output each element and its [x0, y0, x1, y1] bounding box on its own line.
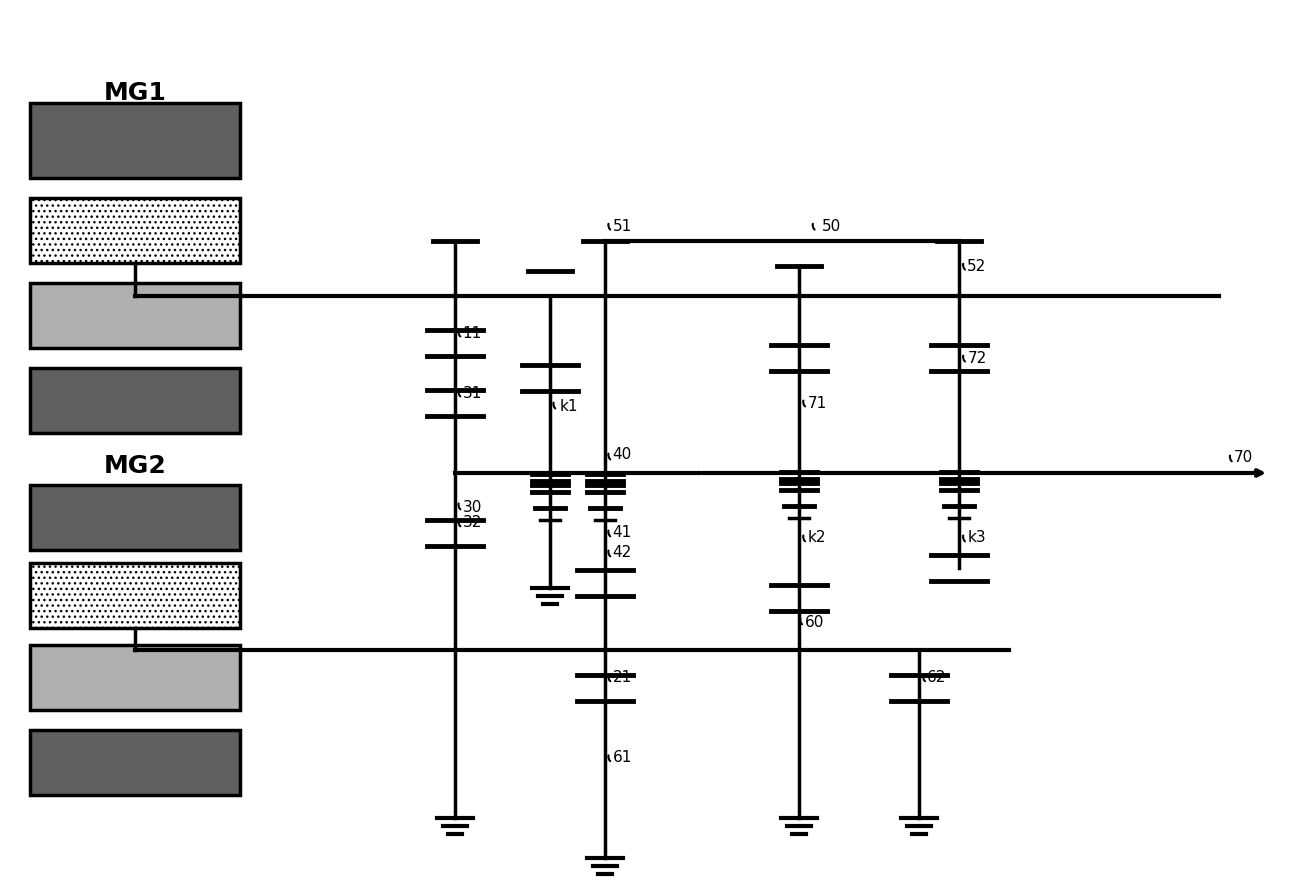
Text: 31: 31 [462, 385, 482, 400]
FancyBboxPatch shape [30, 563, 240, 628]
Text: 72: 72 [968, 351, 986, 366]
Text: 41: 41 [613, 526, 631, 541]
Text: 42: 42 [613, 545, 631, 560]
FancyBboxPatch shape [30, 103, 240, 178]
Text: k3: k3 [968, 530, 986, 545]
FancyBboxPatch shape [30, 645, 240, 710]
Text: 21: 21 [613, 670, 631, 686]
FancyBboxPatch shape [30, 198, 240, 263]
Text: 32: 32 [462, 515, 482, 530]
Text: k1: k1 [560, 399, 578, 414]
Text: MG1: MG1 [104, 82, 166, 106]
Text: MG2: MG2 [104, 454, 166, 478]
Text: 52: 52 [968, 258, 986, 274]
Text: 30: 30 [462, 501, 482, 515]
FancyBboxPatch shape [30, 368, 240, 433]
FancyBboxPatch shape [30, 730, 240, 795]
Text: 50: 50 [822, 218, 842, 234]
FancyBboxPatch shape [30, 283, 240, 348]
Text: 11: 11 [462, 326, 482, 341]
Text: 51: 51 [613, 218, 631, 234]
Text: k2: k2 [808, 530, 826, 545]
Text: 60: 60 [804, 615, 824, 630]
Text: 70: 70 [1234, 450, 1254, 465]
Text: 40: 40 [613, 448, 631, 463]
Text: 61: 61 [613, 750, 631, 765]
FancyBboxPatch shape [30, 485, 240, 550]
Text: 71: 71 [808, 395, 826, 410]
Text: 62: 62 [927, 670, 947, 686]
